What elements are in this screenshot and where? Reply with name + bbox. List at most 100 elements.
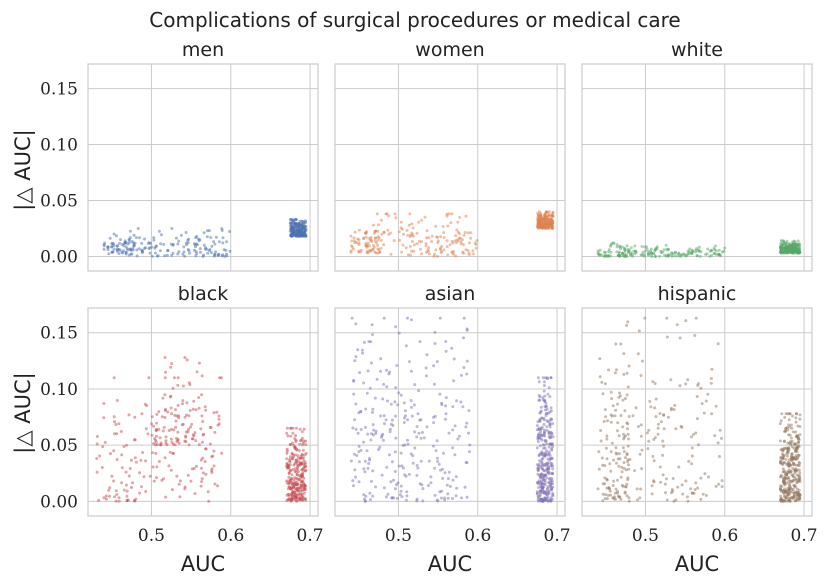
- data-point: [371, 494, 375, 498]
- data-point: [541, 476, 545, 480]
- data-point: [112, 232, 116, 236]
- data-point: [795, 481, 799, 484]
- data-point: [410, 231, 414, 235]
- data-point: [596, 487, 600, 491]
- data-point: [159, 242, 163, 246]
- y-tick-label: 0.10: [40, 136, 78, 156]
- data-point: [435, 360, 439, 364]
- data-point: [446, 224, 450, 228]
- data-point: [172, 376, 176, 380]
- data-point: [102, 247, 106, 251]
- data-point: [432, 415, 435, 419]
- data-point: [779, 250, 783, 253]
- data-point: [714, 404, 718, 408]
- data-point: [623, 409, 627, 413]
- data-point: [353, 230, 357, 234]
- data-point: [648, 399, 652, 403]
- data-point: [298, 226, 302, 230]
- data-point: [112, 247, 116, 251]
- data-point: [653, 406, 657, 410]
- data-point: [225, 240, 229, 244]
- data-point: [134, 497, 138, 501]
- data-point: [605, 437, 609, 441]
- data-point: [379, 238, 383, 242]
- data-point: [699, 497, 703, 501]
- data-point: [650, 492, 654, 496]
- data-point: [395, 497, 399, 500]
- data-point: [285, 457, 289, 461]
- data-point: [197, 239, 201, 243]
- data-point: [782, 429, 786, 433]
- data-point: [694, 250, 698, 254]
- data-point: [604, 493, 607, 497]
- data-point: [193, 431, 197, 435]
- data-point: [379, 246, 383, 250]
- data-point: [106, 248, 110, 252]
- data-point: [186, 238, 190, 242]
- data-point: [158, 249, 162, 253]
- data-point: [538, 491, 542, 495]
- panel-asian: asian 0.5 0.6 0.7 AUC: [334, 283, 571, 576]
- data-point: [451, 446, 455, 450]
- data-point: [545, 488, 549, 491]
- data-point: [304, 439, 307, 443]
- data-point: [425, 425, 429, 429]
- data-point: [296, 454, 300, 458]
- data-point: [471, 252, 475, 256]
- data-point: [213, 242, 217, 246]
- data-point: [125, 494, 129, 498]
- data-point: [781, 457, 785, 460]
- data-point: [614, 446, 618, 450]
- data-point: [798, 417, 802, 421]
- data-point: [209, 426, 213, 429]
- data-point: [690, 252, 694, 256]
- data-point: [371, 433, 375, 437]
- data-point: [686, 252, 690, 256]
- data-point: [626, 320, 630, 324]
- data-point: [796, 239, 800, 243]
- data-point: [680, 425, 684, 429]
- data-point: [390, 418, 394, 422]
- data-point: [795, 498, 799, 502]
- data-point: [793, 442, 797, 446]
- data-point: [792, 239, 796, 243]
- data-point: [609, 420, 613, 424]
- data-point: [397, 391, 401, 395]
- data-point: [452, 379, 456, 383]
- data-point: [400, 464, 404, 468]
- data-point: [422, 436, 426, 440]
- data-point: [404, 246, 408, 250]
- data-point: [456, 239, 460, 243]
- data-point: [619, 394, 622, 398]
- data-point: [604, 446, 608, 450]
- data-point: [354, 402, 358, 406]
- data-point: [294, 438, 298, 442]
- data-point: [349, 459, 353, 463]
- data-point: [186, 473, 190, 477]
- data-point: [365, 449, 369, 453]
- data-point: [551, 221, 555, 225]
- data-point: [636, 498, 639, 502]
- data-point: [797, 244, 801, 248]
- data-point: [550, 225, 554, 229]
- data-point: [643, 245, 647, 249]
- data-point: [448, 484, 452, 488]
- data-point: [649, 252, 653, 256]
- data-point: [136, 227, 140, 230]
- data-point: [538, 459, 541, 463]
- data-point: [190, 422, 194, 426]
- data-point: [404, 414, 407, 418]
- data-point: [292, 443, 296, 447]
- data-point: [681, 492, 685, 496]
- data-point: [371, 407, 375, 411]
- data-point: [798, 471, 802, 475]
- data-point: [415, 464, 419, 467]
- data-point: [177, 482, 181, 486]
- data-point: [161, 396, 165, 400]
- data-point: [210, 244, 214, 248]
- data-point: [435, 456, 439, 460]
- data-point: [389, 480, 393, 484]
- data-point: [143, 237, 146, 241]
- data-point: [304, 234, 308, 238]
- data-point: [376, 229, 380, 233]
